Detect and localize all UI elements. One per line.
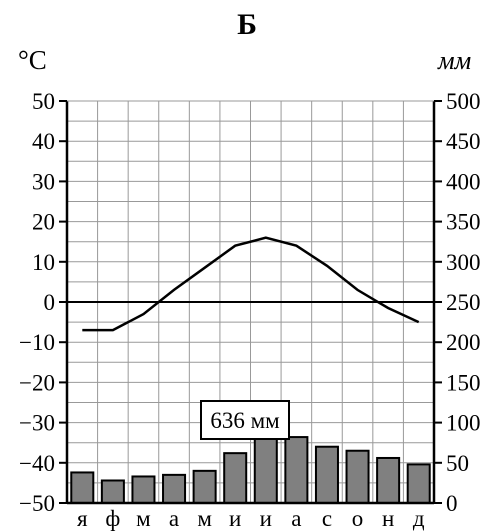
month-label: д [413,506,425,531]
right-tick-label: 400 [446,169,481,194]
left-tick-label: −40 [19,451,55,476]
month-label: н [382,506,394,531]
month-label: о [352,506,364,531]
month-label: а [291,506,301,531]
month-label: и [229,506,241,531]
chart-title: Б [237,8,257,41]
left-tick-label: 0 [44,290,56,315]
precipitation-bar [345,449,370,504]
month-label: а [169,506,179,531]
right-tick-label: 450 [446,129,481,154]
right-tick-label: 300 [446,250,481,275]
left-axis-unit: °C [18,45,47,75]
right-tick-label: 200 [446,330,481,355]
left-axis-ticks: 50 40 30 20 10 0 −10 −20 −30 −40 −50 [19,89,67,516]
right-tick-label: 350 [446,210,481,235]
left-tick-label: 20 [32,210,55,235]
left-tick-label: 50 [32,89,55,114]
right-tick-label: 50 [446,451,469,476]
left-tick-label: 10 [32,250,55,275]
left-tick-label: −50 [19,491,55,516]
precipitation-bar [223,452,248,505]
precipitation-bar [131,475,156,504]
precipitation-bar [253,437,278,504]
precipitation-bar [376,456,401,505]
left-tick-label: −20 [19,370,55,395]
precipitation-bar [284,436,309,504]
month-label: с [322,506,332,531]
left-tick-label: −10 [19,330,55,355]
right-tick-label: 100 [446,411,481,436]
left-tick-label: 40 [32,129,55,154]
right-tick-label: 250 [446,290,481,315]
left-tick-label: −30 [19,411,55,436]
right-tick-label: 150 [446,370,481,395]
precipitation-bar [162,473,187,504]
temperature-line [82,236,420,332]
annual-total-box: 636 мм [200,400,290,440]
month-label: ф [105,506,120,531]
month-label: я [77,506,88,531]
month-label: и [260,506,272,531]
right-tick-label: 500 [446,89,481,114]
precipitation-bar [406,463,431,504]
precipitation-bar [192,469,217,504]
precipitation-bar [100,479,125,505]
annual-total-label: 636 мм [210,408,280,433]
precipitation-bar [314,445,339,504]
precipitation-bar [70,471,95,504]
month-label: м [136,506,151,531]
month-label: м [197,506,212,531]
left-tick-label: 30 [32,169,55,194]
right-axis-unit: мм [437,46,471,75]
right-tick-label: 0 [446,491,458,516]
